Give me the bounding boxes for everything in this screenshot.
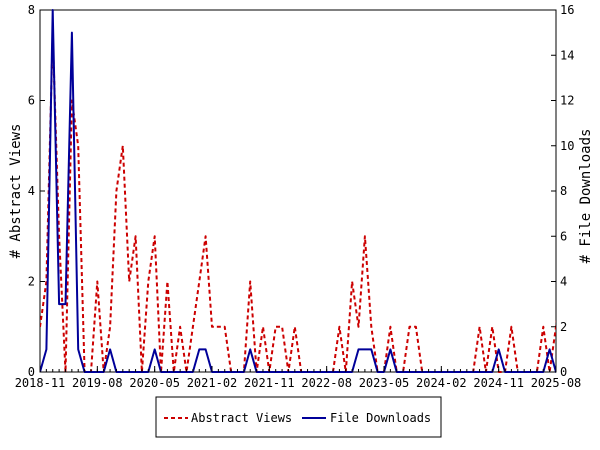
y-axis-left: 0 2 4 6 8 — [28, 3, 45, 379]
y-right-tick-label: 4 — [560, 275, 567, 289]
x-tick-label: 2021-11 — [244, 376, 295, 390]
y-right-tick-label: 10 — [560, 139, 574, 153]
y-axis-right: 0 2 4 6 8 10 12 14 16 — [551, 3, 574, 379]
y-left-axis-title: # Abstract Views — [8, 124, 24, 259]
y-left-tick-label: 2 — [28, 275, 35, 289]
y-left-tick-label: 6 — [28, 94, 35, 108]
legend-label-abstract-views: Abstract Views — [191, 411, 292, 425]
x-tick-label: 2024-11 — [473, 376, 524, 390]
y-right-tick-label: 12 — [560, 94, 574, 108]
x-tick-label: 2022-08 — [301, 376, 352, 390]
x-tick-label: 2018-11 — [15, 376, 66, 390]
x-tick-label: 2025-08 — [531, 376, 582, 390]
y-right-tick-label: 8 — [560, 184, 567, 198]
x-axis: 2018-11 2019-08 2020-05 2021-02 2021-11 2022-… — [15, 366, 582, 390]
y-right-tick-label: 16 — [560, 3, 574, 17]
y-left-tick-label: 4 — [28, 184, 35, 198]
x-tick-label: 2023-05 — [359, 376, 410, 390]
y-left-tick-label: 0 — [28, 365, 35, 379]
legend-box — [155, 396, 442, 438]
x-tick-label: 2019-08 — [72, 376, 123, 390]
x-tick-label: 2020-05 — [129, 376, 180, 390]
x-tick-label: 2021-02 — [187, 376, 238, 390]
plot-area — [39, 9, 557, 373]
y-right-tick-label: 0 — [560, 365, 567, 379]
y-right-axis-title: # File Downloads — [578, 129, 594, 264]
y-right-tick-label: 6 — [560, 229, 567, 243]
x-tick-label: 2024-02 — [416, 376, 467, 390]
legend-label-file-downloads: File Downloads — [330, 411, 431, 425]
y-right-tick-label: 14 — [560, 48, 574, 62]
y-right-tick-label: 2 — [560, 320, 567, 334]
y-left-tick-label: 8 — [28, 3, 35, 17]
legend: Abstract Views File Downloads — [155, 396, 442, 438]
